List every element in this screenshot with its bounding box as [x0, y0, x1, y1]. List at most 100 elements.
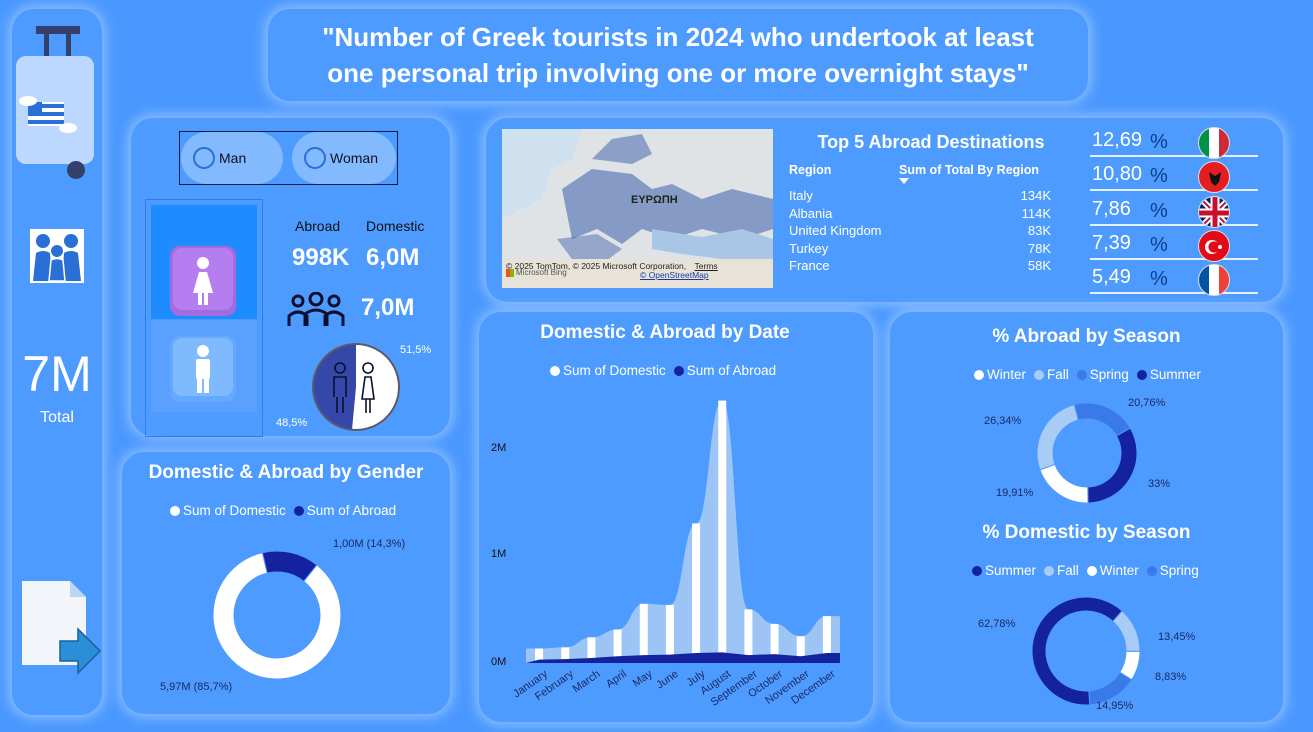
abroad-season-donut	[1036, 402, 1138, 504]
domestic-label-fall: 13,45%	[1158, 631, 1196, 643]
total-trips-value: 7,0M	[361, 294, 415, 321]
gender-donut-legend: Sum of Domestic Sum of Abroad	[170, 503, 396, 518]
donut-slice-summer[interactable]	[1087, 427, 1138, 504]
domestic-bar[interactable]	[613, 629, 622, 664]
legend-item-winter[interactable]: Winter	[974, 367, 1026, 382]
woman-button[interactable]	[151, 205, 257, 319]
domestic-bar[interactable]	[639, 603, 648, 663]
y-tick-label: 1M	[491, 548, 507, 560]
table-row[interactable]: Turkey 78K	[789, 241, 1051, 256]
table-row[interactable]: United Kingdom 83K	[789, 223, 1051, 238]
total-label: Total	[40, 409, 74, 426]
date-chart-legend: Sum of Domestic Sum of Abroad	[550, 363, 776, 378]
domestic-bar[interactable]	[744, 609, 753, 663]
map-bing-logo: Microsoft Bing	[506, 268, 567, 277]
domestic-bar[interactable]	[796, 636, 805, 663]
europe-map[interactable]	[502, 129, 773, 288]
domestic-season-donut	[1031, 596, 1141, 706]
abroad-area[interactable]	[526, 652, 840, 663]
legend-item-fall[interactable]: Fall	[1034, 367, 1069, 382]
group-people-icon	[287, 292, 345, 326]
domestic-bar[interactable]	[692, 523, 701, 663]
family-icon[interactable]	[28, 227, 86, 285]
domestic-bar[interactable]	[665, 604, 674, 663]
slicer-option-man[interactable]: Man	[181, 132, 283, 184]
uk-flag-icon	[1198, 196, 1230, 228]
legend-item-summer[interactable]: Summer	[972, 563, 1036, 578]
page-title: "Number of Greek tourists in 2024 who un…	[322, 22, 1034, 88]
domestic-bar[interactable]	[535, 648, 544, 663]
legend-item-abroad[interactable]: Sum of Abroad	[673, 363, 776, 378]
slicer-option-woman[interactable]: Woman	[292, 132, 396, 184]
title-card: "Number of Greek tourists in 2024 who un…	[268, 9, 1088, 101]
radio-icon[interactable]	[304, 147, 326, 169]
legend-item-abroad[interactable]: Sum of Abroad	[293, 503, 396, 518]
abroad-label-fall: 26,34%	[984, 415, 1022, 427]
gender-donut-label-abroad: 1,00M (14,3%)	[333, 538, 406, 550]
table-row[interactable]: Italy 134K	[789, 188, 1051, 203]
microsoft-logo-icon	[506, 268, 514, 277]
abroad-label: Abroad	[295, 218, 341, 234]
export-icon[interactable]	[20, 579, 102, 679]
top5-title: Top 5 Abroad Destinations	[817, 132, 1045, 152]
gender-donut-title: Domestic & Abroad by Gender	[148, 462, 424, 483]
albania-flag-icon	[1198, 161, 1230, 193]
abroad-season-legend: Winter Fall Spring Summer	[974, 367, 1201, 382]
domestic-bar[interactable]	[718, 400, 727, 663]
date-area-chart	[526, 400, 840, 664]
y-tick-label: 2M	[491, 442, 507, 454]
abroad-label-winter: 19,91%	[996, 487, 1034, 499]
domestic-label-winter: 8,83%	[1155, 671, 1187, 683]
donut-slice-winter[interactable]	[1039, 463, 1089, 504]
domestic-area	[526, 400, 840, 663]
top5-header-sum[interactable]: Sum of Total By Region	[899, 163, 1040, 177]
legend-item-domestic[interactable]: Sum of Domestic	[170, 503, 286, 518]
legend-item-spring[interactable]: Spring	[1146, 563, 1199, 578]
man-button[interactable]	[151, 320, 257, 412]
domestic-bar[interactable]	[770, 623, 779, 663]
pct-row-italy: 12,69%	[1090, 127, 1258, 159]
top5-header-region[interactable]: Region	[789, 163, 832, 177]
map-osm-link[interactable]: © OpenStreetMap	[640, 270, 709, 280]
sort-desc-icon[interactable]	[899, 178, 909, 184]
domestic-value: 6,0M	[366, 244, 420, 271]
legend-item-spring[interactable]: Spring	[1076, 367, 1129, 382]
legend-item-winter[interactable]: Winter	[1086, 563, 1139, 578]
legend-item-fall[interactable]: Fall	[1044, 563, 1079, 578]
table-row[interactable]: Albania 114K	[789, 206, 1051, 221]
woman-icon	[170, 246, 236, 316]
sidebar: 7M Total	[12, 9, 102, 715]
legend-item-summer[interactable]: Summer	[1136, 367, 1201, 382]
legend-item-domestic[interactable]: Sum of Domestic	[550, 363, 666, 378]
man-icon	[170, 336, 236, 402]
abroad-season-title: % Abroad by Season	[992, 326, 1181, 347]
y-tick-label: 0M	[491, 656, 507, 668]
radio-icon[interactable]	[193, 147, 215, 169]
domestic-bar[interactable]	[822, 616, 831, 663]
donut-slice-sum-of-domestic[interactable]	[212, 552, 342, 680]
pct-row-albania: 10,80%	[1090, 161, 1258, 193]
domestic-season-legend: Summer Fall Winter Spring	[972, 563, 1199, 578]
map-region-label: ΕΥΡΩΠΗ	[631, 194, 678, 206]
domestic-bar[interactable]	[561, 647, 570, 663]
domestic-bar[interactable]	[587, 637, 596, 663]
luggage-greece-icon[interactable]	[14, 24, 100, 184]
donut-slice-fall[interactable]	[1036, 404, 1079, 471]
date-chart-title: Domestic & Abroad by Date	[540, 322, 790, 343]
domestic-label: Domestic	[366, 218, 425, 234]
map-credits: © 2025 TomTom, © 2025 Microsoft Corporat…	[506, 261, 718, 271]
abroad-label-spring: 20,76%	[1128, 397, 1166, 409]
turkey-flag-icon	[1198, 230, 1230, 262]
pie-label-woman: 51,5%	[400, 344, 432, 356]
pct-row-uk: 7,86%	[1090, 196, 1258, 228]
donut-slice-spring[interactable]	[1073, 402, 1131, 437]
table-row[interactable]: France 58K	[789, 258, 1051, 273]
map-terms-link[interactable]: Terms	[694, 261, 718, 271]
donut-slice-summer[interactable]	[1031, 596, 1123, 706]
domestic-season-title: % Domestic by Season	[982, 522, 1191, 543]
gender-pie-chart	[312, 343, 400, 431]
donut-slice-sum-of-abroad[interactable]	[261, 550, 318, 583]
france-flag-icon	[1198, 264, 1230, 296]
domestic-label-summer: 62,78%	[978, 618, 1016, 630]
pct-row-turkey: 7,39%	[1090, 230, 1258, 262]
